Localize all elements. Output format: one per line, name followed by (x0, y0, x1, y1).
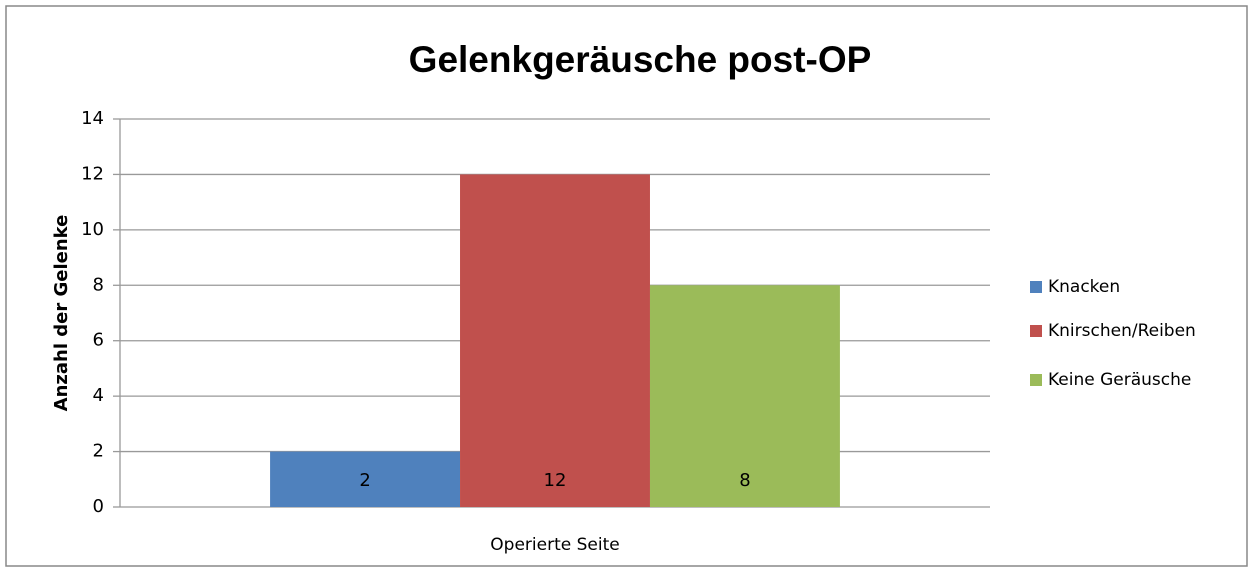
y-tick-label: 2 (93, 441, 104, 462)
y-tick-label: 12 (81, 163, 104, 184)
bar (649, 285, 840, 507)
y-tick-label: 8 (93, 274, 104, 295)
bar (460, 174, 650, 507)
legend-label: Knacken (1048, 277, 1120, 297)
data-label: 2 (359, 470, 370, 491)
x-tick-label: Operierte Seite (490, 535, 619, 555)
legend-swatch (1030, 374, 1042, 386)
legend-swatch (1030, 281, 1042, 293)
data-label: 8 (739, 470, 750, 491)
y-tick-label: 6 (93, 330, 104, 351)
bar (270, 451, 461, 507)
y-tick-label: 4 (93, 385, 104, 406)
y-tick-label: 0 (93, 496, 104, 517)
y-tick-label: 14 (81, 108, 104, 129)
data-label: 12 (544, 470, 567, 491)
y-tick-label: 10 (81, 219, 104, 240)
legend-swatch (1030, 325, 1042, 337)
legend-label: Knirschen/Reiben (1048, 321, 1196, 341)
y-axis-title: Anzahl der Gelenke (51, 215, 72, 412)
legend-label: Keine Geräusche (1048, 370, 1191, 390)
chart-title: Gelenkgeräusche post-OP (409, 39, 872, 80)
